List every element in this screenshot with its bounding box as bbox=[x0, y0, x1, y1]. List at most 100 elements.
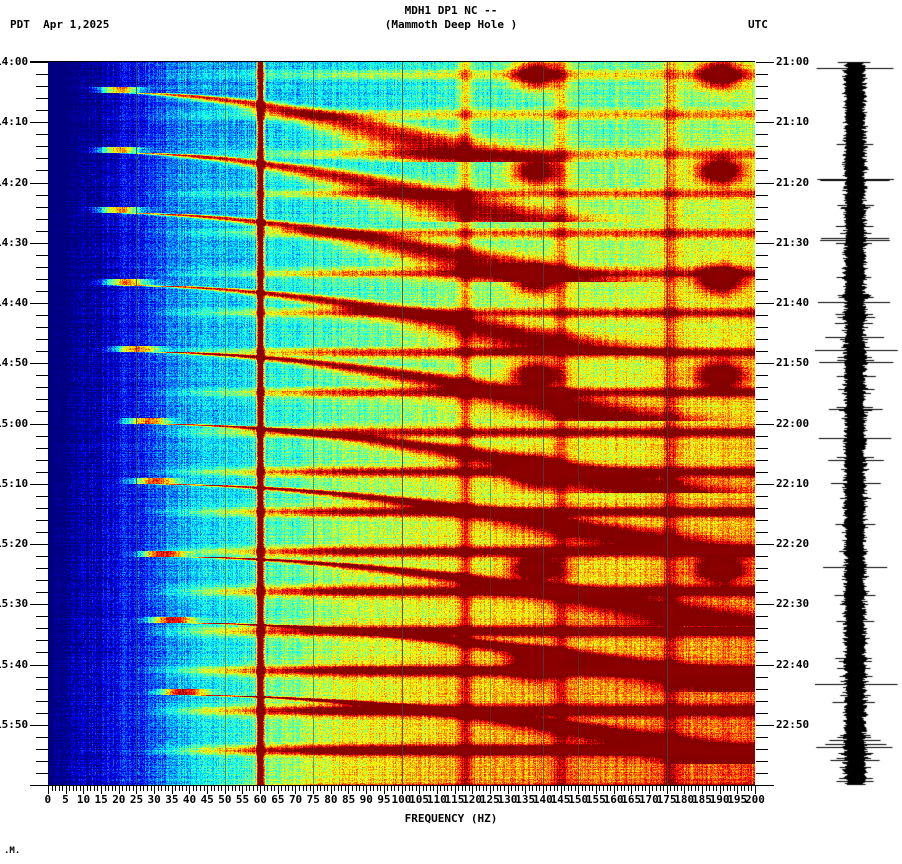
x-tick-107 bbox=[426, 786, 427, 791]
y-tick-label-right-22:10: 22:10 bbox=[776, 476, 810, 490]
x-tick-166 bbox=[635, 786, 636, 791]
y-tick-right-44 bbox=[756, 327, 768, 328]
x-tick-99 bbox=[398, 786, 399, 791]
y-tick-left-112 bbox=[36, 737, 48, 738]
x-tick-200 bbox=[755, 786, 756, 794]
y-tick-right-60 bbox=[756, 424, 774, 425]
y-tick-right-42 bbox=[756, 315, 768, 316]
x-tick-label-60: 60 bbox=[253, 793, 267, 806]
x-tick-label-30: 30 bbox=[147, 793, 161, 806]
y-tick-label-left-15:10: 15:10 bbox=[0, 476, 29, 490]
x-tick-label-55: 55 bbox=[235, 793, 250, 806]
x-tick-79 bbox=[327, 786, 328, 791]
x-axis-title: FREQUENCY (HZ) bbox=[404, 812, 498, 825]
x-tick-82 bbox=[338, 786, 339, 791]
x-tick-33 bbox=[165, 786, 166, 791]
x-tick-158 bbox=[607, 786, 608, 791]
seismogram-trace bbox=[815, 60, 900, 787]
x-tick-62 bbox=[267, 786, 268, 791]
x-tick-41 bbox=[193, 786, 194, 791]
y-tick-label-right-21:20: 21:20 bbox=[776, 175, 810, 189]
x-tick-85 bbox=[348, 786, 349, 794]
y-tick-left-2 bbox=[36, 74, 48, 75]
x-tick-153 bbox=[589, 786, 590, 791]
x-tick-198 bbox=[748, 786, 749, 791]
y-tick-left-0 bbox=[30, 62, 48, 63]
x-tick-127 bbox=[497, 786, 498, 791]
page-subtitle: (Mammoth Deep Hole ) bbox=[384, 18, 518, 31]
x-tick-109 bbox=[433, 786, 434, 791]
y-tick-left-92 bbox=[36, 616, 48, 617]
x-tick-42 bbox=[196, 786, 197, 791]
x-tick-31 bbox=[158, 786, 159, 791]
x-tick-58 bbox=[253, 786, 254, 791]
x-tick-138 bbox=[536, 786, 537, 791]
y-tick-left-114 bbox=[36, 749, 48, 750]
y-tick-right-100 bbox=[756, 665, 774, 666]
x-tick-label-130: 130 bbox=[497, 793, 518, 806]
y-tick-left-106 bbox=[36, 701, 48, 702]
y-tick-label-right-21:10: 21:10 bbox=[776, 115, 810, 129]
x-tick-label-170: 170 bbox=[638, 793, 659, 806]
x-tick-75 bbox=[313, 786, 314, 794]
x-tick-label-145: 145 bbox=[550, 793, 571, 806]
y-tick-left-64 bbox=[36, 448, 48, 449]
y-tick-right-32 bbox=[756, 255, 768, 256]
x-tick-66 bbox=[281, 786, 282, 791]
x-tick-label-175: 175 bbox=[656, 793, 677, 806]
x-tick-139 bbox=[539, 786, 540, 791]
y-tick-right-40 bbox=[756, 303, 774, 304]
x-tick-64 bbox=[274, 786, 275, 791]
x-tick-16 bbox=[105, 786, 106, 791]
x-tick-199 bbox=[751, 786, 752, 791]
x-tick-154 bbox=[592, 786, 593, 791]
y-tick-left-90 bbox=[30, 604, 48, 605]
x-tick-17 bbox=[108, 786, 109, 791]
x-tick-165 bbox=[631, 786, 632, 794]
x-tick-177 bbox=[674, 786, 675, 791]
header-center-zone: MDH1 DP1 NC -- (Mammoth Deep Hole ) bbox=[0, 4, 902, 32]
y-tick-right-86 bbox=[756, 580, 768, 581]
y-tick-right-20 bbox=[756, 183, 774, 184]
y-tick-left-34 bbox=[36, 267, 48, 268]
x-tick-128 bbox=[500, 786, 501, 791]
x-tick-55 bbox=[242, 786, 243, 794]
y-tick-left-42 bbox=[36, 315, 48, 316]
x-tick-label-185: 185 bbox=[691, 793, 712, 806]
spectrogram-image[interactable] bbox=[48, 62, 755, 785]
x-tick-172 bbox=[656, 786, 657, 791]
x-tick-51 bbox=[228, 786, 229, 791]
seismogram-trace-panel[interactable] bbox=[815, 60, 900, 787]
x-tick-125 bbox=[490, 786, 491, 794]
x-tick-126 bbox=[493, 786, 494, 791]
y-tick-left-116 bbox=[36, 761, 48, 762]
x-tick-183 bbox=[695, 786, 696, 791]
x-tick-143 bbox=[554, 786, 555, 791]
x-tick-47 bbox=[214, 786, 215, 791]
y-tick-right-2 bbox=[756, 74, 768, 75]
y-tick-right-114 bbox=[756, 749, 768, 750]
y-tick-right-74 bbox=[756, 508, 768, 509]
x-tick-160 bbox=[614, 786, 615, 794]
x-tick-84 bbox=[345, 786, 346, 791]
y-tick-label-right-21:40: 21:40 bbox=[776, 296, 810, 309]
x-tick-label-165: 165 bbox=[621, 793, 642, 806]
x-tick-label-115: 115 bbox=[444, 793, 465, 806]
x-tick-5 bbox=[66, 786, 67, 794]
y-tick-left-26 bbox=[36, 219, 48, 220]
y-tick-right-26 bbox=[756, 219, 768, 220]
x-tick-194 bbox=[734, 786, 735, 791]
spectrogram-plot[interactable] bbox=[48, 62, 755, 785]
x-tick-176 bbox=[670, 786, 671, 791]
y-tick-left-20 bbox=[30, 183, 48, 184]
x-tick-48 bbox=[218, 786, 219, 791]
x-tick-87 bbox=[356, 786, 357, 791]
x-tick-78 bbox=[324, 786, 325, 791]
x-tick-114 bbox=[451, 786, 452, 791]
x-tick-25 bbox=[136, 786, 137, 794]
x-tick-24 bbox=[133, 786, 134, 791]
x-tick-113 bbox=[447, 786, 448, 791]
y-tick-left-4 bbox=[36, 86, 48, 87]
x-tick-21 bbox=[122, 786, 123, 791]
y-tick-left-74 bbox=[36, 508, 48, 509]
